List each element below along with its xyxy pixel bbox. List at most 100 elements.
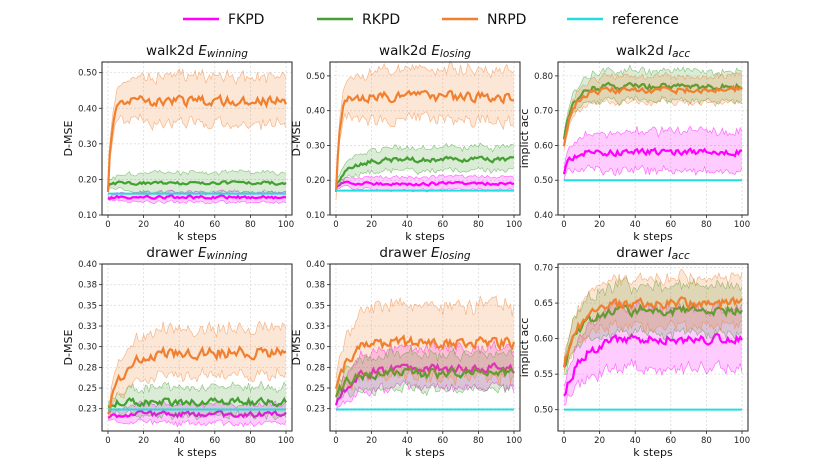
x-tick-label: 0 bbox=[561, 220, 566, 230]
panel-title-var: E bbox=[431, 43, 440, 59]
y-tick-label: 0.10 bbox=[78, 211, 97, 221]
panel-title-var: E bbox=[198, 245, 207, 261]
panel-title-main: walk2d bbox=[379, 43, 431, 59]
line-nrpd bbox=[334, 334, 516, 389]
x-axis-label: k steps bbox=[633, 446, 673, 459]
y-tick-label: 0.25 bbox=[306, 384, 325, 394]
x-tick-label: 0 bbox=[333, 220, 338, 230]
band-lower-rkpd bbox=[107, 407, 287, 421]
panel-title-main: drawer bbox=[146, 245, 198, 261]
panel-title-var: I bbox=[668, 245, 672, 261]
band-lower-fkpd bbox=[563, 164, 743, 180]
line-rkpd bbox=[562, 81, 743, 140]
band-upper-rkpd bbox=[563, 64, 743, 135]
y-tick-label: 0.50 bbox=[78, 69, 97, 79]
legend-item-reference: reference bbox=[567, 12, 679, 28]
y-tick-label: 0.20 bbox=[306, 176, 325, 186]
y-tick-label: 0.38 bbox=[78, 281, 97, 291]
y-tick-label: 0.23 bbox=[306, 405, 325, 415]
x-tick-label: 0 bbox=[105, 436, 110, 446]
band-upper-nrpd bbox=[335, 295, 515, 379]
x-tick-label: 20 bbox=[594, 220, 605, 230]
y-tick-label: 0.23 bbox=[78, 405, 97, 415]
legend: FKPD RKPD NRPD reference bbox=[183, 12, 679, 28]
panel-title-sub: losing bbox=[440, 48, 471, 60]
y-tick-label: 0.30 bbox=[306, 141, 325, 151]
line-nrpd bbox=[334, 89, 515, 193]
y-tick-label: 0.30 bbox=[78, 140, 97, 150]
legend-item-nrpd: NRPD bbox=[442, 12, 526, 28]
x-axis-label: k steps bbox=[633, 230, 673, 243]
y-tick-label: 0.28 bbox=[78, 363, 97, 373]
y-tick-label: 0.60 bbox=[534, 141, 553, 151]
x-axis-label: k steps bbox=[177, 446, 217, 459]
band-upper-nrpd bbox=[107, 320, 287, 407]
legend-item-fkpd: FKPD bbox=[183, 12, 264, 28]
y-tick-label: 0.25 bbox=[78, 384, 97, 394]
line-nrpd bbox=[107, 345, 287, 415]
band-nrpd bbox=[108, 321, 286, 421]
y-axis-label: D-MSE bbox=[62, 121, 75, 157]
band-lower-fkpd bbox=[107, 199, 287, 205]
x-tick-label: 20 bbox=[366, 436, 377, 446]
band-upper-rkpd bbox=[107, 169, 287, 184]
x-tick-label: 40 bbox=[402, 220, 413, 230]
band-upper-nrpd bbox=[107, 68, 287, 186]
band-fkpd bbox=[336, 341, 514, 412]
line-rkpd bbox=[107, 180, 287, 188]
band-lower-nrpd bbox=[107, 367, 287, 421]
y-tick-label: 0.60 bbox=[534, 335, 553, 345]
y-tick-label: 0.20 bbox=[78, 175, 97, 185]
x-tick-label: 20 bbox=[366, 220, 377, 230]
panel-title-main: drawer bbox=[616, 245, 668, 261]
x-tick-label: 60 bbox=[437, 220, 448, 230]
x-tick-label: 80 bbox=[245, 436, 256, 446]
line-nrpd bbox=[562, 84, 743, 147]
x-tick-label: 100 bbox=[506, 436, 522, 446]
x-axis-label: k steps bbox=[405, 230, 445, 243]
y-tick-label: 0.70 bbox=[534, 107, 553, 117]
panel-title-sub: losing bbox=[440, 250, 471, 262]
x-tick-label: 60 bbox=[209, 436, 220, 446]
line-fkpd bbox=[107, 194, 287, 201]
x-tick-label: 60 bbox=[437, 436, 448, 446]
line-nrpd bbox=[106, 93, 288, 192]
x-tick-label: 100 bbox=[734, 220, 750, 230]
band-lower-nrpd bbox=[107, 113, 287, 198]
panel-title: drawer Ewinning bbox=[146, 245, 248, 262]
panel-title-sub: acc bbox=[672, 250, 690, 262]
y-tick-label: 0.55 bbox=[534, 370, 553, 380]
y-tick-label: 0.10 bbox=[306, 211, 325, 221]
y-tick-label: 0.65 bbox=[534, 299, 553, 309]
band-upper-nrpd bbox=[563, 268, 743, 361]
y-axis-label: D-MSE bbox=[290, 330, 303, 366]
x-tick-label: 60 bbox=[665, 220, 676, 230]
panel-5: 0 20 40 60 80 100 0.23 0.25 0.28 0.30 0.33 0.35 0.38… bbox=[290, 245, 522, 459]
line-rkpd bbox=[563, 303, 743, 368]
panel-title-sub: winning bbox=[207, 48, 248, 60]
y-tick-label: 0.30 bbox=[78, 343, 97, 353]
axes-frame bbox=[557, 263, 749, 432]
y-tick-label: 0.35 bbox=[306, 301, 325, 311]
band-upper-fkpd bbox=[335, 174, 515, 186]
band-nrpd bbox=[564, 72, 742, 151]
y-tick-label: 0.35 bbox=[78, 301, 97, 311]
y-tick-label: 0.50 bbox=[534, 406, 553, 416]
x-tick-label: 40 bbox=[174, 436, 185, 446]
y-tick-label: 0.28 bbox=[306, 363, 325, 373]
y-tick-label: 0.70 bbox=[534, 264, 553, 274]
axes-frame bbox=[101, 61, 293, 216]
y-tick-label: 0.40 bbox=[306, 107, 325, 117]
band-rkpd bbox=[336, 142, 514, 188]
y-axis-label: implict acc bbox=[518, 318, 531, 378]
y-tick-label: 0.40 bbox=[78, 104, 97, 114]
panel-title: walk2d Iacc bbox=[616, 43, 691, 60]
x-tick-label: 20 bbox=[138, 436, 149, 446]
band-upper-rkpd bbox=[335, 142, 515, 181]
x-tick-label: 60 bbox=[665, 436, 676, 446]
legend-label-reference: reference bbox=[612, 12, 679, 28]
x-tick-label: 40 bbox=[174, 220, 185, 230]
x-tick-label: 40 bbox=[630, 220, 641, 230]
band-fkpd bbox=[108, 400, 286, 427]
panel-title: drawer Iacc bbox=[616, 245, 690, 262]
